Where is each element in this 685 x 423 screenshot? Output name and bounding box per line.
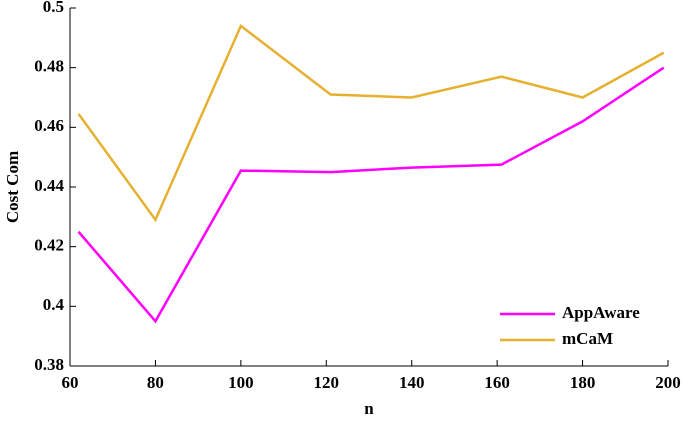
x-tick-label: 180	[570, 373, 596, 392]
x-tick-label: 140	[399, 373, 425, 392]
x-tick-label: 80	[147, 373, 164, 392]
y-tick-label: 0.4	[43, 295, 65, 314]
x-axis-label: n	[364, 399, 374, 418]
series-line	[77, 23, 665, 223]
y-axis-label: Cost Com	[3, 151, 22, 223]
series-line	[77, 66, 665, 324]
y-tick-label: 0.5	[43, 0, 64, 16]
x-tick-label: 100	[228, 373, 254, 392]
y-tick-label: 0.48	[34, 57, 64, 76]
y-tick-label: 0.38	[34, 355, 64, 374]
y-tick-label: 0.46	[34, 116, 64, 135]
x-tick-label: 160	[484, 373, 510, 392]
x-tick-label: 200	[655, 373, 681, 392]
x-tick-label: 60	[62, 373, 79, 392]
y-tick-label: 0.44	[34, 176, 64, 195]
legend-label: AppAware	[562, 303, 640, 322]
legend-label: mCaM	[562, 329, 613, 348]
y-tick-label: 0.42	[34, 236, 64, 255]
x-tick-label: 120	[314, 373, 340, 392]
